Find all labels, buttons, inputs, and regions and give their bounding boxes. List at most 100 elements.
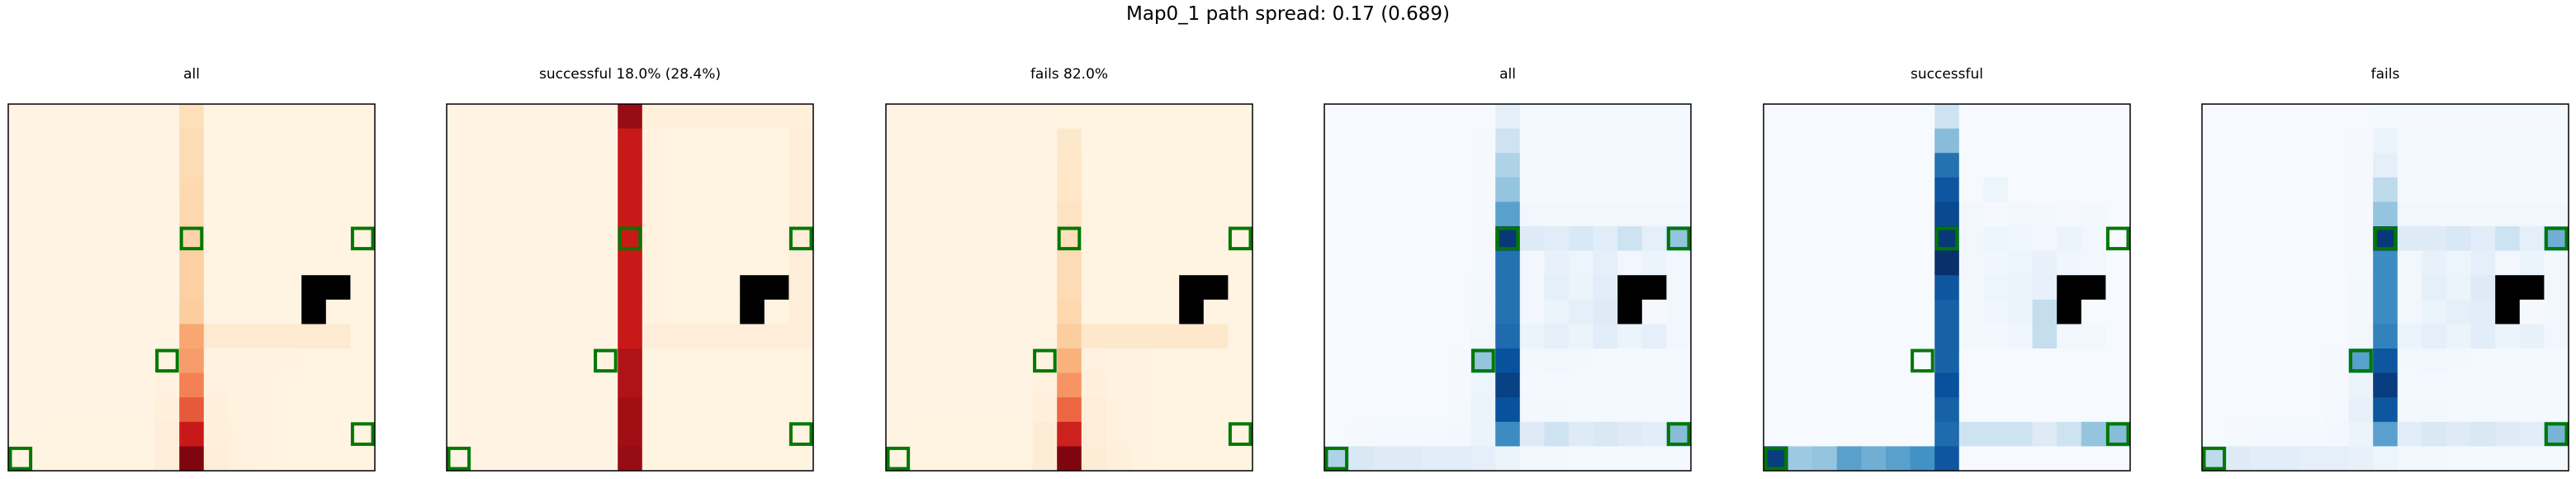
- target-marker: [1324, 446, 1349, 471]
- heatmap-cell: [2032, 372, 2057, 398]
- heatmap-cell: [1910, 153, 1935, 178]
- heatmap-cell: [1081, 226, 1106, 252]
- heatmap-cell: [1666, 372, 1692, 398]
- heatmap-cell: [2275, 250, 2300, 276]
- heatmap-cell: [593, 104, 618, 130]
- heatmap-cell: [544, 299, 570, 325]
- heatmap-cell: [1130, 104, 1156, 130]
- heatmap-cell: [910, 349, 935, 374]
- heatmap-cell: [106, 275, 131, 301]
- heatmap-cell: [1008, 275, 1034, 301]
- heatmap-cell: [1983, 250, 2009, 276]
- heatmap-cell: [253, 250, 278, 276]
- heatmap-cell: [277, 349, 302, 374]
- heatmap-cell: [519, 250, 545, 276]
- heatmap-cell: [2226, 349, 2252, 374]
- target-marker: [618, 226, 642, 251]
- heatmap-cell: [1130, 421, 1156, 447]
- heatmap-cell: [2081, 372, 2106, 398]
- heatmap-cell: [1958, 250, 1984, 276]
- target-marker: [1934, 226, 1959, 251]
- heatmap-cell: [447, 349, 472, 374]
- heatmap-cell: [1324, 104, 1350, 130]
- heatmap-cell: [544, 324, 570, 349]
- heatmap-cell: [8, 299, 34, 325]
- heatmap-cell: [1836, 202, 1862, 227]
- heatmap-cell: [1032, 250, 1058, 276]
- heatmap-cell: [1836, 104, 1862, 130]
- heatmap-cell: [1544, 446, 1570, 472]
- heatmap-cell: [179, 153, 205, 178]
- heatmap-cell: [1447, 324, 1472, 349]
- wall-cell: [2057, 299, 2082, 325]
- heatmap-cell: [1179, 397, 1205, 423]
- heatmap-cell: [2446, 177, 2472, 202]
- heatmap-cell: [740, 153, 765, 178]
- heatmap-cell: [447, 372, 472, 398]
- heatmap-cell: [1861, 128, 1887, 154]
- target-marker: [179, 226, 204, 251]
- heatmap-cell: [959, 226, 984, 252]
- heatmap-cell: [544, 349, 570, 374]
- heatmap-cell: [350, 250, 376, 276]
- target-marker: [1057, 226, 1082, 251]
- heatmap-cell: [2373, 324, 2398, 349]
- heatmap-cell: [350, 324, 376, 349]
- heatmap-cell: [740, 177, 765, 202]
- heatmap-cell: [1788, 202, 1813, 227]
- heatmap-cell: [2422, 372, 2447, 398]
- heatmap-cell: [2105, 349, 2131, 374]
- heatmap-cell: [1666, 421, 1692, 447]
- heatmap-cell: [130, 104, 156, 130]
- heatmap-cell: [2519, 128, 2545, 154]
- heatmap-cell: [2519, 372, 2545, 398]
- heatmap-cell: [1179, 324, 1205, 349]
- heatmap-cell: [764, 349, 789, 374]
- heatmap-cell: [1154, 372, 1180, 398]
- heatmap-cell: [593, 372, 618, 398]
- heatmap-cell: [1569, 177, 1594, 202]
- heatmap-cell: [2470, 324, 2496, 349]
- heatmap-cell: [2251, 275, 2276, 301]
- heatmap-cell: [1470, 250, 1496, 276]
- heatmap-cell: [179, 128, 205, 154]
- heatmap-cell: [2544, 153, 2569, 178]
- heatmap-cell: [1861, 226, 1887, 252]
- heatmap-cell: [1495, 324, 1521, 349]
- heatmap-cell: [277, 397, 302, 423]
- heatmap-cell: [2251, 250, 2276, 276]
- heatmap-cell: [2008, 128, 2034, 154]
- heatmap-cell: [447, 250, 472, 276]
- heatmap-cell: [1934, 349, 1960, 374]
- heatmap-cell: [203, 324, 229, 349]
- heatmap-cell: [228, 421, 253, 447]
- heatmap-cell: [642, 153, 667, 178]
- heatmap-cell: [2105, 372, 2131, 398]
- heatmap-cell: [1081, 250, 1106, 276]
- heatmap-cell: [32, 349, 58, 374]
- heatmap-cell: [1130, 446, 1156, 472]
- heatmap-cell: [203, 226, 229, 252]
- heatmap-cell: [1764, 153, 1789, 178]
- heatmap-cell: [983, 226, 1009, 252]
- heatmap-cell: [1958, 421, 1984, 447]
- heatmap-cell: [1983, 446, 2009, 472]
- panel-title-4: all: [1499, 66, 1516, 83]
- heatmap-cell: [544, 421, 570, 447]
- heatmap-cell: [519, 202, 545, 227]
- heatmap-cell: [253, 299, 278, 325]
- heatmap-cell: [1081, 128, 1106, 154]
- heatmap-cell: [2495, 104, 2521, 130]
- heatmap-cell: [2226, 250, 2252, 276]
- heatmap-cell: [350, 202, 376, 227]
- heatmap-cell: [1228, 275, 1253, 301]
- heatmap-cell: [2544, 372, 2569, 398]
- heatmap-cell: [2032, 104, 2057, 130]
- heatmap-cell: [1983, 202, 2009, 227]
- heatmap-cell: [935, 104, 960, 130]
- heatmap-cell: [1764, 177, 1789, 202]
- heatmap-cell: [253, 153, 278, 178]
- heatmap-cell: [788, 226, 814, 252]
- heatmap-cell: [81, 299, 107, 325]
- heatmap-cell: [1228, 153, 1253, 178]
